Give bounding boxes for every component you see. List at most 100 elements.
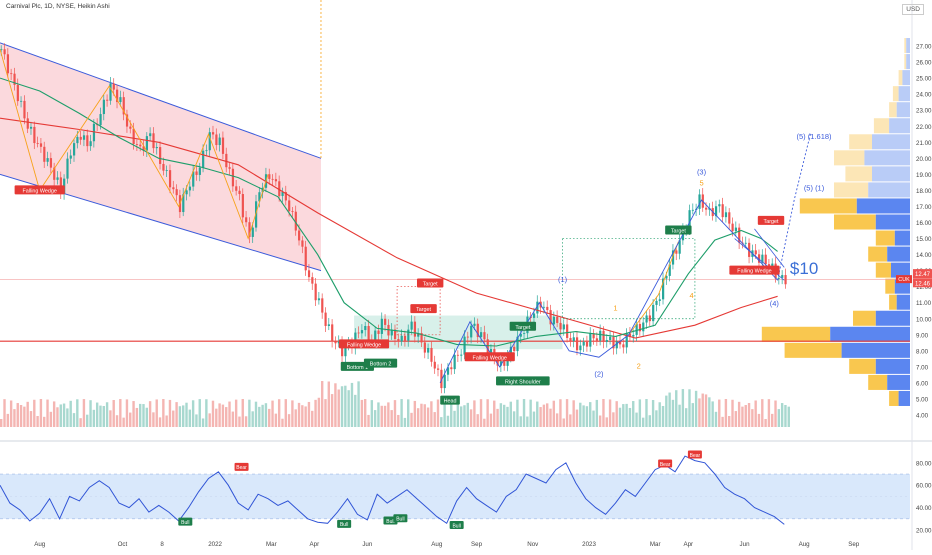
- volume-bar: [294, 409, 297, 427]
- volume-bar: [486, 399, 489, 427]
- price-axis-tick: 4.00: [916, 413, 929, 420]
- volume-bar: [152, 412, 155, 427]
- candle-body: [155, 147, 158, 149]
- candle-body: [92, 123, 96, 142]
- volume-bar: [158, 417, 162, 427]
- candle-body: [185, 190, 188, 195]
- volume-bar: [268, 408, 271, 427]
- volume-bar: [264, 403, 268, 427]
- price-axis-tick: 20.00: [916, 156, 932, 163]
- volume-bar: [125, 399, 129, 427]
- volume-bar: [608, 399, 612, 427]
- volume-profile-bar-down: [906, 54, 910, 70]
- candle-body: [241, 194, 244, 218]
- candle-body: [82, 135, 86, 140]
- candle-body: [142, 146, 145, 151]
- volume-profile-bar-down: [868, 182, 910, 198]
- volume-profile-bar-up: [853, 310, 876, 326]
- volume-bar: [251, 411, 254, 427]
- price-axis-tick: 16.00: [916, 220, 932, 227]
- volume-bar: [516, 399, 519, 427]
- price-axis-tick: 17.00: [916, 204, 932, 211]
- candle-body: [116, 89, 119, 103]
- volume-bar: [102, 406, 105, 427]
- volume-bar: [459, 406, 463, 427]
- candle-body: [26, 118, 29, 129]
- volume-profile-bar-down: [894, 230, 910, 246]
- rsi-signal-label: Bear: [236, 465, 247, 471]
- volume-bar: [605, 417, 608, 427]
- pattern-label-box: [440, 395, 460, 405]
- price-axis-tick: 10.00: [916, 316, 932, 323]
- candle-body: [291, 211, 294, 212]
- volume-bar: [274, 413, 278, 427]
- volume-bar: [370, 400, 374, 427]
- volume-bar: [221, 404, 225, 427]
- candle-body: [744, 242, 747, 244]
- candle-body: [595, 338, 599, 341]
- candle-body: [403, 335, 407, 341]
- volume-bar: [373, 410, 377, 427]
- volume-profile-bar-down: [875, 310, 910, 326]
- time-axis-tick: Sep: [471, 541, 483, 548]
- rsi-signal-box: [178, 517, 193, 526]
- volume-bar: [731, 399, 734, 427]
- candle-body: [317, 298, 321, 301]
- candle-body: [23, 100, 26, 119]
- candle-body: [152, 133, 155, 149]
- rsi-signal-box: [687, 450, 702, 459]
- candle-body: [754, 250, 757, 255]
- volume-profile-bar-up: [849, 358, 876, 374]
- candle-body: [470, 325, 473, 338]
- volume-bar: [453, 410, 456, 427]
- volume-profile-bar-up: [889, 102, 897, 118]
- pattern-label-box: [464, 352, 515, 362]
- candle-body: [714, 206, 718, 217]
- candle-body: [678, 240, 681, 254]
- volume-bar: [142, 404, 145, 427]
- pattern-label-box: [338, 339, 390, 349]
- volume-bar: [612, 412, 615, 427]
- volume-profile-bar-up: [892, 86, 899, 102]
- volume-bar: [542, 404, 546, 427]
- volume-bar: [476, 414, 479, 427]
- time-axis-tick: 8: [160, 541, 164, 548]
- rsi-signal-label: Bear: [690, 453, 701, 459]
- candle-body: [10, 73, 13, 75]
- volume-bar: [496, 408, 499, 427]
- candle-body: [76, 136, 79, 144]
- price-axis-tick: 26.00: [916, 60, 932, 67]
- volume-bar: [248, 399, 251, 427]
- volume-profile-bar-down: [830, 326, 910, 342]
- candle-body: [480, 332, 483, 338]
- candle-body: [384, 318, 387, 325]
- volume-bar: [721, 416, 724, 427]
- volume-bar: [744, 405, 747, 427]
- time-axis-tick: Jun: [362, 541, 373, 548]
- volume-bar: [708, 397, 711, 427]
- candle-body: [39, 143, 43, 147]
- candle-body: [615, 341, 618, 349]
- candle-body: [205, 150, 208, 152]
- candle-body: [16, 84, 19, 102]
- volume-bar: [499, 403, 503, 427]
- volume-bar: [698, 398, 701, 427]
- volume-bar: [529, 399, 532, 427]
- candle-body: [430, 347, 433, 362]
- volume-bar: [26, 401, 29, 427]
- volume-bar: [595, 399, 599, 427]
- volume-profile-bar-up: [889, 390, 899, 406]
- volume-bar: [512, 411, 516, 427]
- rsi-signal-label: Bull: [452, 523, 460, 529]
- volume-bar: [122, 417, 125, 427]
- price-target-callout: $10: [790, 259, 818, 278]
- currency-label[interactable]: USD: [902, 4, 924, 15]
- candle-body: [731, 223, 734, 232]
- volume-bar: [135, 407, 139, 427]
- volume-bar: [330, 394, 334, 427]
- volume-bar: [506, 406, 509, 427]
- candle-body: [446, 367, 450, 375]
- wave-label: 5: [699, 179, 703, 188]
